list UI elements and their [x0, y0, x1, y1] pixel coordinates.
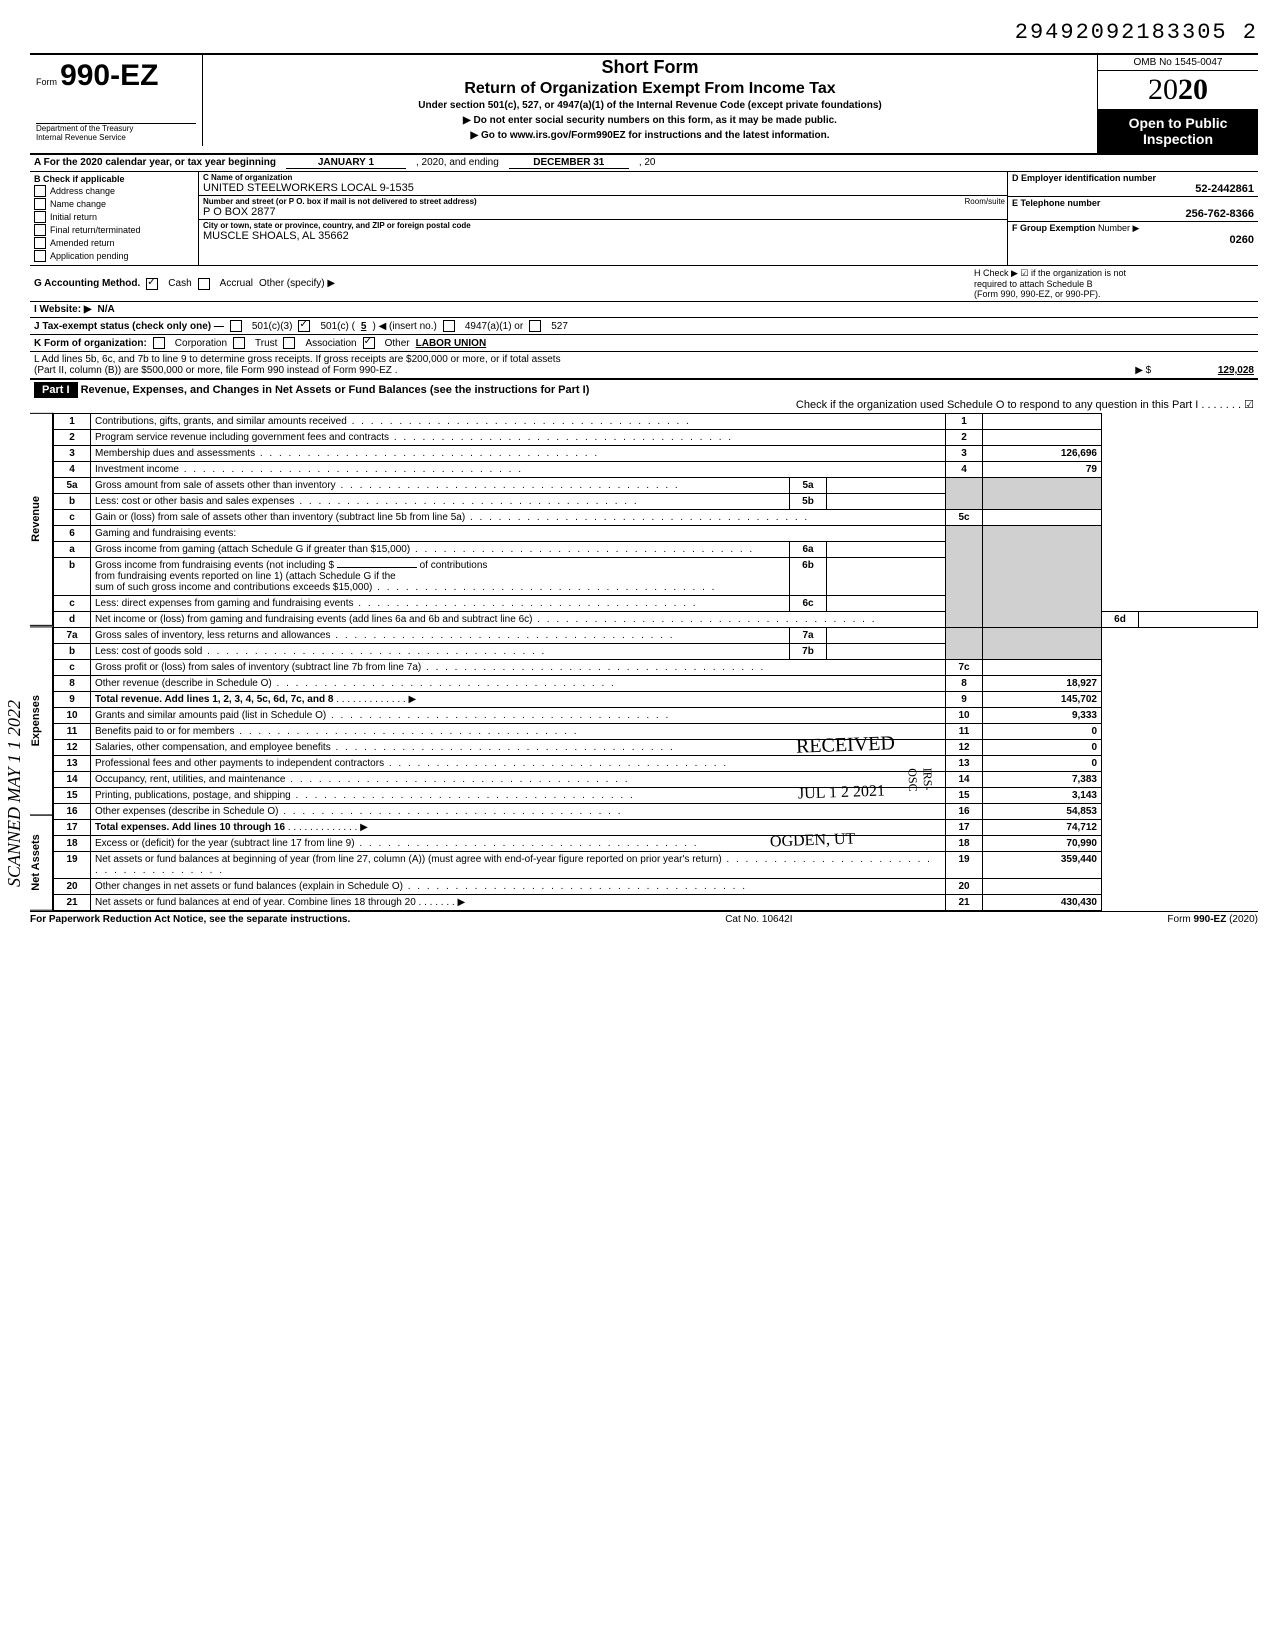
part1-header: Part I Revenue, Expenses, and Changes in… [30, 379, 1258, 413]
checkbox[interactable] [34, 237, 46, 249]
netassets-label: Net Assets [30, 815, 53, 911]
page-stamp: 29492092183305 2 [30, 20, 1258, 45]
table-row: 12Salaries, other compensation, and empl… [54, 740, 1258, 756]
line-a: A For the 2020 calendar year, or tax yea… [30, 155, 1258, 172]
checkbox[interactable] [34, 224, 46, 236]
table-row: 5aGross amount from sale of assets other… [54, 478, 1258, 494]
table-row: 10Grants and similar amounts paid (list … [54, 708, 1258, 724]
checkbox[interactable] [230, 320, 242, 332]
checkbox-accrual[interactable] [198, 278, 210, 290]
section-b: B Check if applicable Address change Nam… [30, 172, 199, 265]
ogden-stamp: OGDEN, UT [769, 831, 855, 852]
form-header: Form 990-EZ Department of the Treasury I… [30, 53, 1258, 155]
table-row: 7aGross sales of inventory, less returns… [54, 628, 1258, 644]
checkbox[interactable] [34, 185, 46, 197]
title-under: Under section 501(c), 527, or 4947(a)(1)… [211, 100, 1089, 111]
table-row: cGross profit or (loss) from sales of in… [54, 660, 1258, 676]
table-row: 21Net assets or fund balances at end of … [54, 895, 1258, 911]
table-row: 15Printing, publications, postage, and s… [54, 788, 1258, 804]
lines-table: 1Contributions, gifts, grants, and simil… [53, 413, 1258, 911]
dept2: Internal Revenue Service [36, 133, 196, 142]
table-row: 8Other revenue (describe in Schedule O)8… [54, 676, 1258, 692]
table-row: 19Net assets or fund balances at beginni… [54, 852, 1258, 879]
table-row: 4Investment income479 [54, 462, 1258, 478]
table-row: 9Total revenue. Add lines 1, 2, 3, 4, 5c… [54, 692, 1258, 708]
checkbox[interactable] [283, 337, 295, 349]
irs-osc-stamp: IRS-OSC [904, 767, 935, 803]
checkbox[interactable] [443, 320, 455, 332]
form-prefix: Form [36, 77, 57, 87]
table-row: 14Occupancy, rent, utilities, and mainte… [54, 772, 1258, 788]
checkbox[interactable] [34, 250, 46, 262]
date-stamp: JUL 1 2 2021 [798, 782, 886, 803]
line-g: G Accounting Method. Cash Accrual Other … [30, 266, 1258, 302]
section-c: C Name of organization UNITED STEELWORKE… [199, 172, 1007, 265]
expenses-label: Expenses [30, 626, 53, 815]
omb-number: OMB No 1545-0047 [1098, 55, 1258, 71]
table-row: 18Excess or (deficit) for the year (subt… [54, 836, 1258, 852]
line-l: L Add lines 5b, 6c, and 7b to line 9 to … [30, 352, 1258, 379]
checkbox[interactable] [153, 337, 165, 349]
received-stamp: RECEIVED [796, 732, 896, 758]
dept1: Department of the Treasury [36, 124, 196, 133]
identity-block: B Check if applicable Address change Nam… [30, 172, 1258, 266]
checkbox-cash[interactable] [146, 278, 158, 290]
checkbox[interactable] [529, 320, 541, 332]
table-row: 16Other expenses (describe in Schedule O… [54, 804, 1258, 820]
checkbox[interactable] [298, 320, 310, 332]
title-goto: ▶ Go to www.irs.gov/Form990EZ for instru… [211, 130, 1089, 141]
tax-year: 2020 [1098, 71, 1258, 109]
line-j: J Tax-exempt status (check only one) — 5… [30, 318, 1258, 335]
footer: For Paperwork Reduction Act Notice, see … [30, 911, 1258, 925]
table-row: 6Gaming and fundraising events: [54, 526, 1258, 542]
title-ssn: ▶ Do not enter social security numbers o… [211, 115, 1089, 126]
checkbox[interactable] [34, 198, 46, 210]
table-row: 17Total expenses. Add lines 10 through 1… [54, 820, 1258, 836]
section-def: D Employer identification number 52-2442… [1007, 172, 1258, 265]
table-row: 3Membership dues and assessments3126,696 [54, 446, 1258, 462]
checkbox[interactable] [34, 211, 46, 223]
line-i: I Website: ▶ N/A [30, 302, 1258, 318]
table-row: 20Other changes in net assets or fund ba… [54, 879, 1258, 895]
part1-body: Revenue Expenses Net Assets 1Contributio… [30, 413, 1258, 911]
table-row: 13Professional fees and other payments t… [54, 756, 1258, 772]
table-row: 11Benefits paid to or for members110 [54, 724, 1258, 740]
table-row: 1Contributions, gifts, grants, and simil… [54, 414, 1258, 430]
checkbox[interactable] [233, 337, 245, 349]
form-number: 990-EZ [60, 59, 158, 92]
table-row: cGain or (loss) from sale of assets othe… [54, 510, 1258, 526]
open-to-public: Open to PublicInspection [1098, 109, 1258, 153]
table-row: 2Program service revenue including gover… [54, 430, 1258, 446]
line-k: K Form of organization: Corporation Trus… [30, 335, 1258, 352]
checkbox[interactable] [363, 337, 375, 349]
title-short: Short Form [211, 57, 1089, 78]
title-main: Return of Organization Exempt From Incom… [211, 80, 1089, 98]
scanned-stamp: SCANNED MAY 1 1 2022 [4, 700, 25, 887]
revenue-label: Revenue [30, 413, 53, 626]
